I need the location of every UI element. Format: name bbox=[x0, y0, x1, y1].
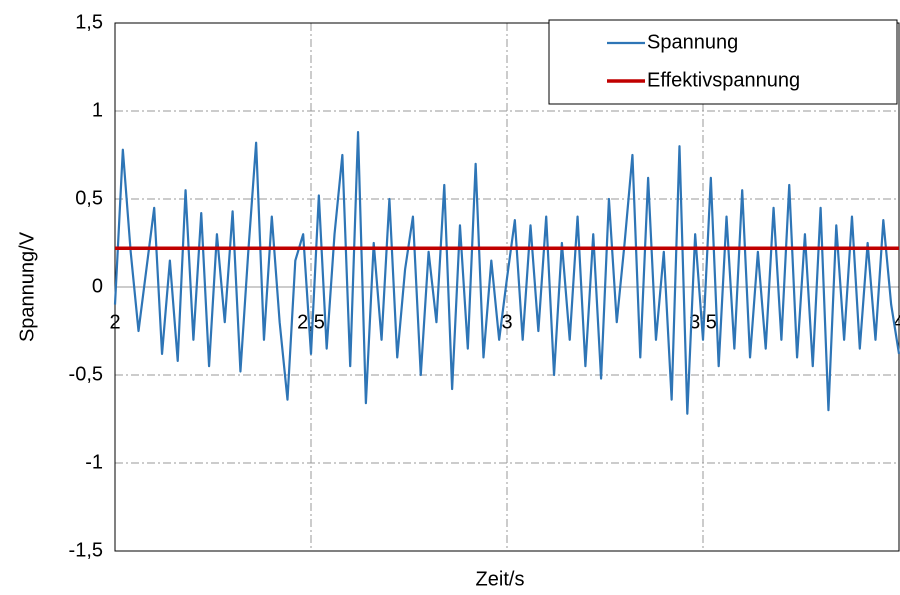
y-tick-label: -0,5 bbox=[69, 363, 103, 385]
legend-label: Effektivspannung bbox=[647, 69, 800, 91]
x-tick-label: 2,5 bbox=[297, 311, 325, 333]
y-tick-label: 0 bbox=[92, 275, 103, 297]
x-tick-label: 3 bbox=[501, 311, 512, 333]
x-axis-label: Zeit/s bbox=[476, 568, 525, 590]
x-tick-label: 4 bbox=[893, 311, 900, 333]
y-tick-label: 1,5 bbox=[75, 11, 103, 33]
legend-box bbox=[548, 19, 898, 105]
line-series bbox=[113, 131, 900, 415]
y-tick-label: 0,5 bbox=[75, 187, 103, 209]
y-tick-label: -1 bbox=[85, 451, 103, 473]
y-tick-label: -1,5 bbox=[69, 539, 103, 561]
legend-label: Spannung bbox=[647, 31, 738, 53]
y-tick-label: 1 bbox=[92, 99, 103, 121]
y-axis-label: Spannung/V bbox=[16, 231, 38, 342]
